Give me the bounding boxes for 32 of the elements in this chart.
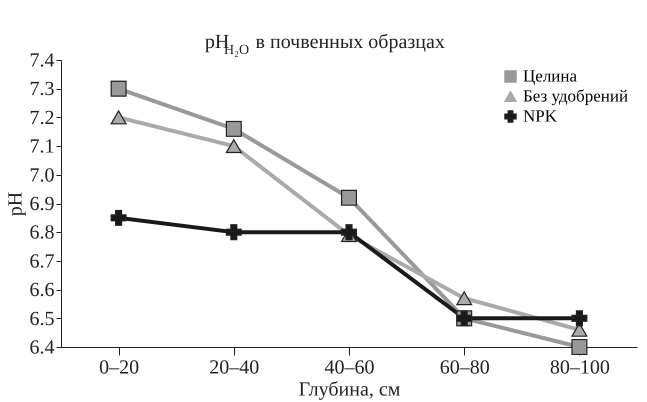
y-tick-label: 6.9 (30, 193, 54, 215)
y-tick-label: 7.2 (30, 106, 54, 129)
x-tick-label: 60–80 (440, 356, 490, 378)
x-tick-label: 20–40 (209, 356, 260, 378)
y-tick-label: 7.4 (30, 50, 54, 72)
point (226, 120, 242, 137)
x-tick-label: 80–100 (550, 356, 610, 378)
x-tick-label: 40–60 (324, 356, 374, 378)
point (110, 210, 127, 226)
point (226, 224, 242, 240)
y-tick-label: 7.1 (30, 136, 54, 158)
point (340, 224, 358, 240)
point (340, 190, 358, 206)
point (110, 80, 127, 97)
point (226, 139, 242, 154)
y-tick-label: 6.5 (30, 308, 54, 330)
legend-label: Целина (523, 66, 578, 86)
y-tick-label: 7.0 (30, 164, 54, 186)
y-tick-label: 6.4 (30, 336, 54, 358)
point (456, 291, 472, 306)
point (571, 310, 588, 326)
y-tick-label: 6.7 (30, 250, 54, 272)
x-tick-label: 0–20 (99, 356, 140, 378)
y-tick-label: 7.3 (30, 78, 54, 100)
legend-label: Без удобрений (523, 86, 628, 106)
y-axis-title: pH (4, 192, 26, 216)
x-axis-title: Глубина, см (298, 378, 401, 400)
legend-label: NPK (523, 106, 558, 126)
y-tick-label: 6.8 (30, 222, 54, 244)
point (571, 338, 588, 356)
y-tick-label: 6.6 (30, 279, 54, 302)
point (110, 110, 127, 124)
